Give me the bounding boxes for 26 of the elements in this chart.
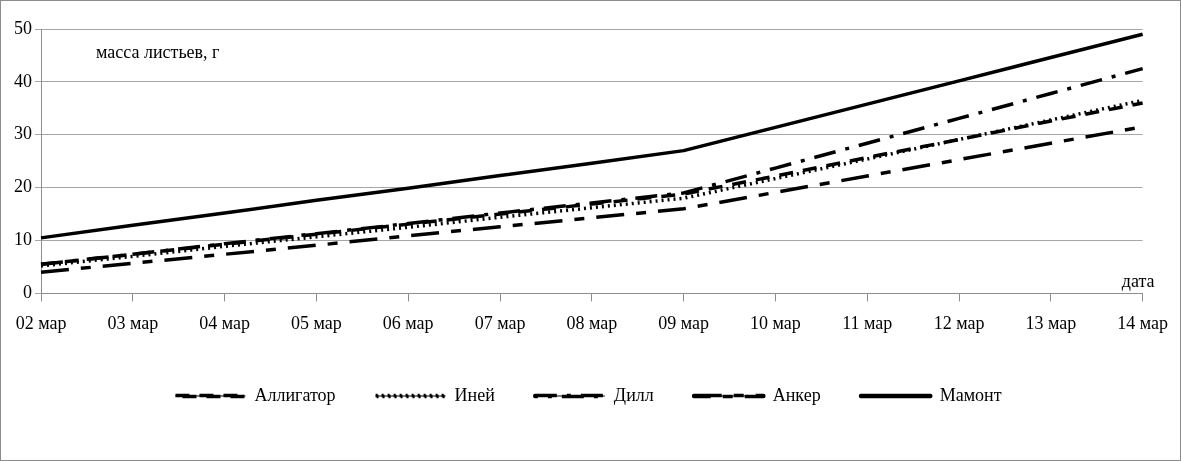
x-tick-label: 03 мар — [107, 312, 159, 333]
x-tick-label: 07 мар — [474, 312, 526, 333]
legend-label: Мамонт — [939, 384, 1002, 405]
y-tick-label: 30 — [14, 123, 32, 144]
x-tick-label: 08 мар — [566, 312, 618, 333]
x-tick-label: 12 мар — [933, 312, 985, 333]
y-tick-label: 10 — [14, 229, 32, 250]
legend-label: Аллигатор — [254, 384, 336, 405]
x-tick-label: 13 мар — [1025, 312, 1077, 333]
x-tick-label: 04 мар — [199, 312, 250, 333]
legend-label: Иней — [454, 384, 496, 405]
x-axis-title: дата — [1121, 271, 1155, 292]
x-tick-label: 02 мар — [15, 312, 67, 333]
y-tick-label: 50 — [14, 17, 32, 38]
y-tick-label: 0 — [23, 282, 32, 303]
x-tick-label: 14 мар — [1117, 312, 1168, 333]
x-tick-label: 10 мар — [750, 312, 801, 333]
legend-label: Дилл — [613, 384, 654, 405]
legend-label: Анкер — [772, 384, 821, 405]
y-tick-label: 20 — [14, 176, 32, 197]
y-tick-label: 40 — [14, 70, 32, 91]
x-tick-label: 09 мар — [658, 312, 709, 333]
x-tick-label: 11 мар — [842, 312, 893, 333]
x-tick-label: 06 мар — [382, 312, 434, 333]
y-axis-title: масса листьев, г — [96, 41, 220, 62]
x-tick-label: 05 мар — [291, 312, 342, 333]
